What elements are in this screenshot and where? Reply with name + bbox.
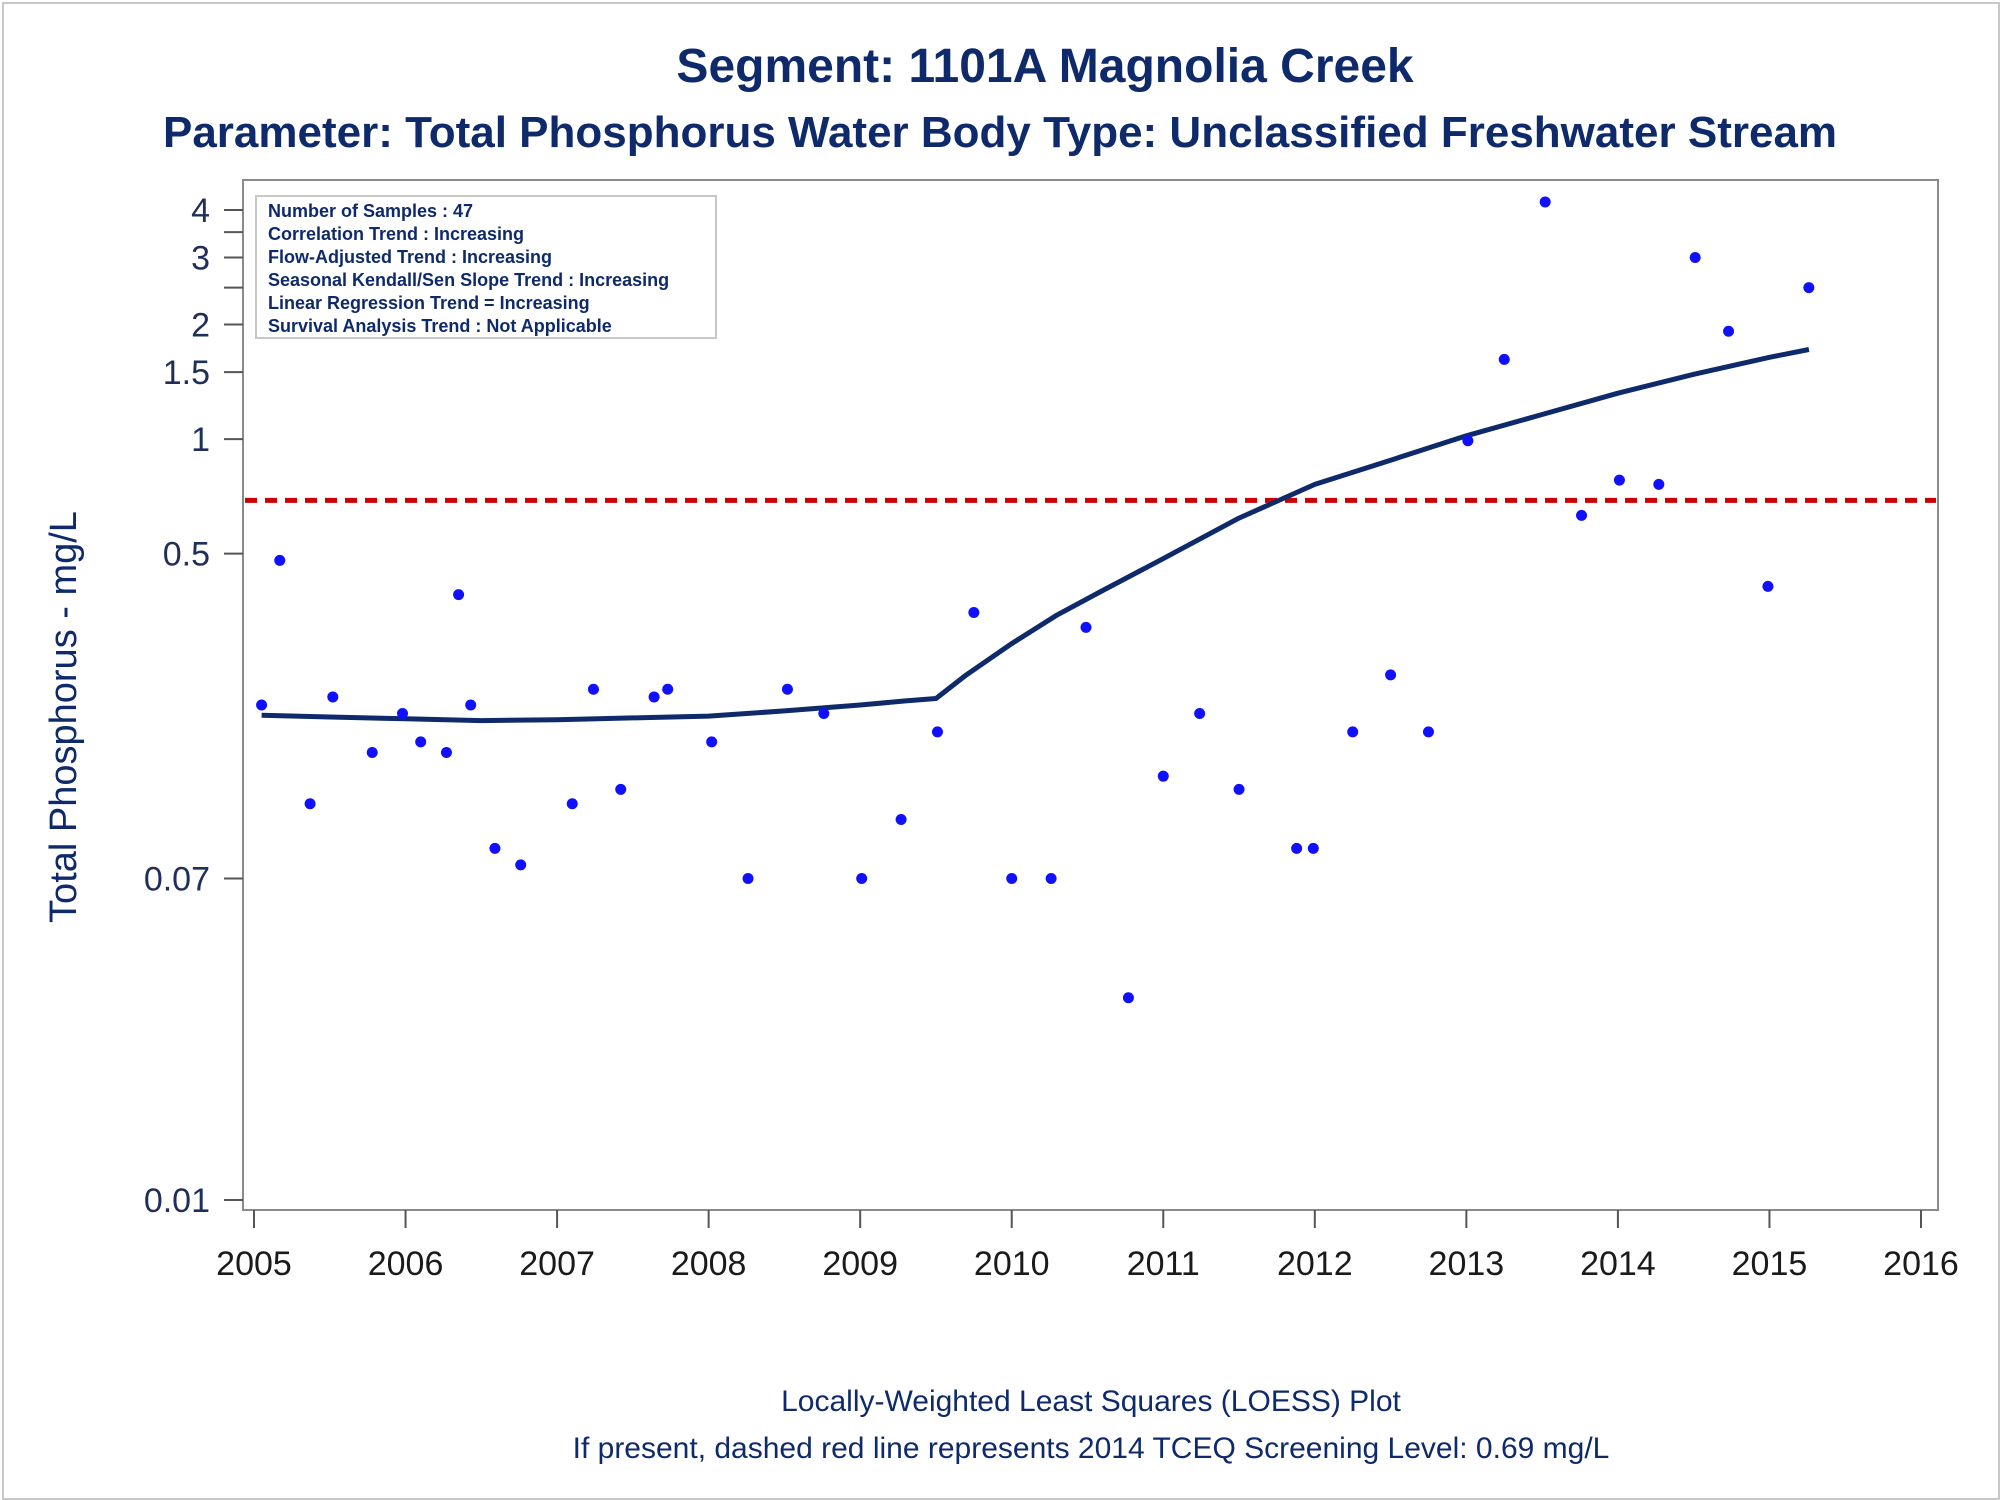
sample-point <box>781 683 793 695</box>
x-tick-label: 2012 <box>1277 1245 1353 1283</box>
chart-subtitle: Parameter: Total Phosphorus Water Body T… <box>163 108 1837 157</box>
sample-point <box>465 699 477 711</box>
sample-point <box>648 691 660 703</box>
sample-point <box>304 798 316 810</box>
sample-point <box>1498 353 1510 365</box>
sample-point <box>742 872 754 884</box>
loess-line <box>261 347 1810 724</box>
sample-point <box>1194 707 1206 719</box>
x-tick-label: 2013 <box>1429 1245 1505 1283</box>
sample-point <box>327 691 339 703</box>
sample-point <box>1233 783 1245 795</box>
loess-layer <box>261 347 1810 724</box>
sample-point <box>706 736 718 748</box>
sample-point <box>274 554 286 566</box>
sample-point <box>1539 196 1551 208</box>
legend-frame <box>255 195 717 339</box>
sample-point <box>1122 992 1134 1004</box>
sample-point <box>397 707 409 719</box>
sample-point <box>1462 435 1474 447</box>
sample-point <box>1576 509 1588 521</box>
sample-point <box>1613 474 1625 486</box>
x-tick-label: 2011 <box>1127 1245 1200 1283</box>
sample-point <box>615 783 627 795</box>
legend-line: Correlation Trend : Increasing <box>268 224 524 244</box>
footnote-1: Locally-Weighted Least Squares (LOESS) P… <box>781 1385 1401 1418</box>
sample-point <box>662 683 674 695</box>
y-tick-label: 1 <box>191 421 210 459</box>
x-tick-label: 2006 <box>368 1245 444 1283</box>
sample-point <box>515 859 527 871</box>
sample-point <box>818 707 830 719</box>
x-tick-label: 2009 <box>822 1245 898 1283</box>
x-tick-label: 2010 <box>974 1245 1050 1283</box>
sample-point <box>1157 770 1169 782</box>
sample-point <box>587 683 599 695</box>
legend-line: Number of Samples : 47 <box>268 201 473 221</box>
x-tick-label: 2016 <box>1883 1245 1959 1283</box>
plot-area <box>242 179 1939 1211</box>
y-axis-label: Total Phosphorus - mg/L <box>43 511 85 923</box>
points-layer <box>256 196 1815 1004</box>
sample-point <box>931 726 943 738</box>
sample-point <box>1422 726 1434 738</box>
sample-point <box>256 699 268 711</box>
sample-point <box>453 589 465 601</box>
sample-point <box>489 842 501 854</box>
sample-point <box>415 736 427 748</box>
y-tick-label: 0.07 <box>144 860 210 898</box>
y-tick-label: 4 <box>191 192 210 230</box>
sample-point <box>1723 325 1735 337</box>
sample-point <box>440 747 452 759</box>
footnote-2: If present, dashed red line represents 2… <box>573 1432 1610 1465</box>
sample-point <box>1347 726 1359 738</box>
sample-point <box>1762 580 1774 592</box>
legend-line: Seasonal Kendall/Sen Slope Trend : Incre… <box>268 270 669 290</box>
x-tick-label: 2015 <box>1732 1245 1808 1283</box>
sample-point <box>1689 252 1701 264</box>
sample-point <box>1045 872 1057 884</box>
chart-title: Segment: 1101A Magnolia Creek <box>676 40 1413 93</box>
legend-box: Number of Samples : 47 Correlation Trend … <box>255 195 717 339</box>
y-tick-label: 0.5 <box>163 536 210 574</box>
sample-point <box>1291 842 1303 854</box>
legend-line: Linear Regression Trend = Increasing <box>268 293 590 313</box>
y-tick-label: 3 <box>191 240 210 278</box>
y-tick-label: 1.5 <box>163 354 210 392</box>
x-tick-label: 2005 <box>216 1245 292 1283</box>
x-tick-label: 2008 <box>671 1245 747 1283</box>
sample-point <box>1006 872 1018 884</box>
x-tick-label: 2014 <box>1580 1245 1656 1283</box>
x-axis: 2005 2006 2007 2008 2009 2010 2011 2012 2013 2014… <box>216 1210 1959 1283</box>
y-axis: 0.01 0.07 0.5 1 1.5 2 3 4 <box>144 192 243 1220</box>
sample-point <box>968 607 980 619</box>
sample-point <box>856 872 868 884</box>
x-tick-label: 2007 <box>519 1245 595 1283</box>
sample-point <box>1803 282 1815 294</box>
sample-point <box>366 747 378 759</box>
sample-point <box>1653 478 1665 490</box>
sample-point <box>1080 621 1092 633</box>
sample-point <box>1307 842 1319 854</box>
y-tick-label: 2 <box>191 307 210 345</box>
sample-point <box>1385 669 1397 681</box>
legend-line: Survival Analysis Trend : Not Applicable <box>268 316 612 336</box>
y-tick-label: 0.01 <box>144 1182 210 1220</box>
sample-point <box>895 814 907 826</box>
legend-line: Flow-Adjusted Trend : Increasing <box>268 247 552 267</box>
sample-point <box>566 798 578 810</box>
